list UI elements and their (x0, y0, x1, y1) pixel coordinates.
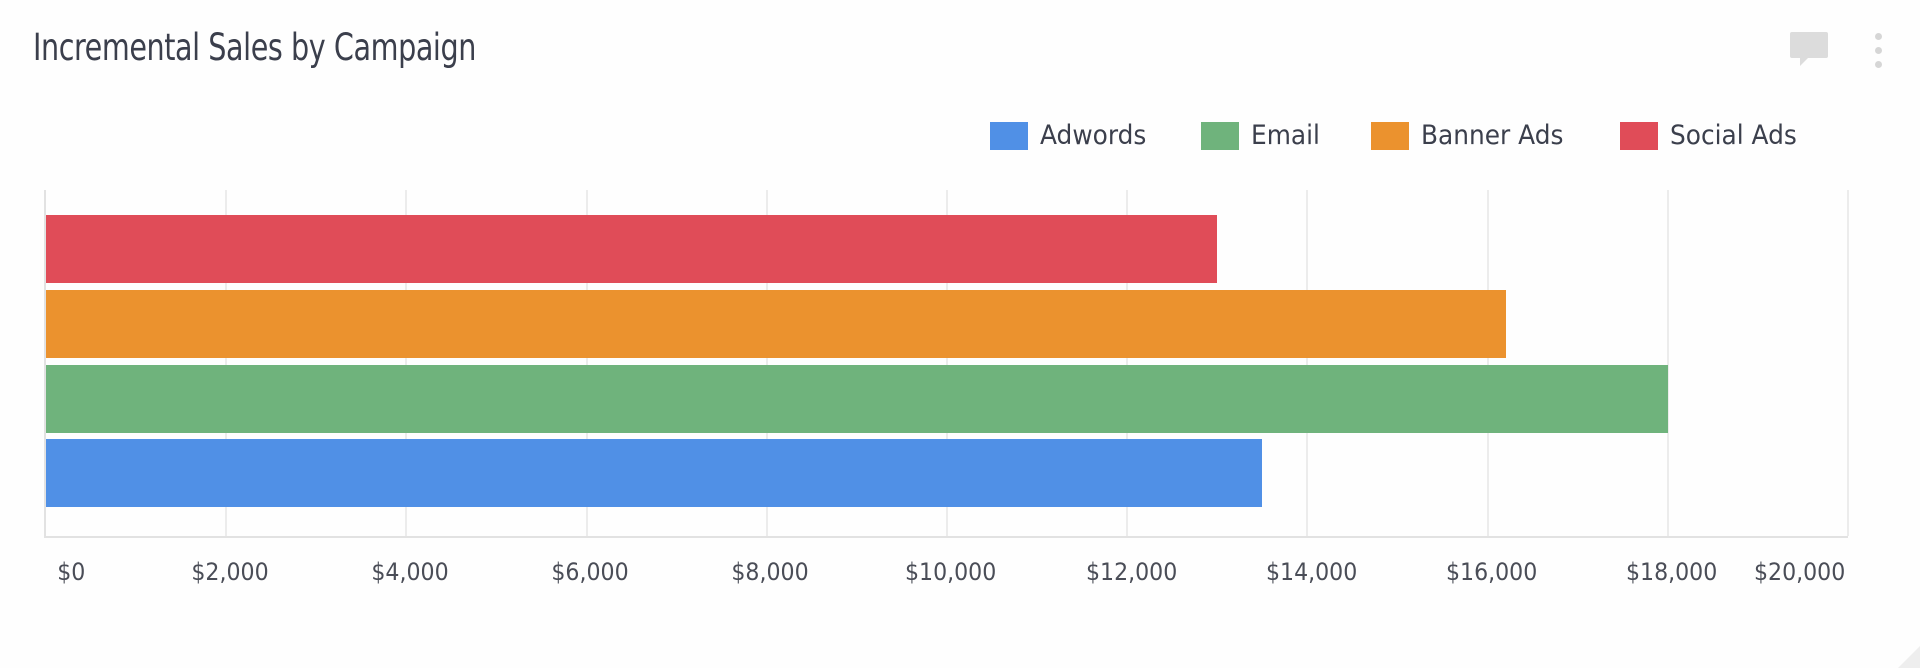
chart-title: Incremental Sales by Campaign (33, 26, 476, 69)
legend-swatch (990, 121, 1028, 150)
x-axis-line (44, 536, 1848, 538)
x-tick-label: $0 (57, 558, 86, 586)
legend-item-email[interactable]: Email (1200, 120, 1326, 151)
bar-social-ads[interactable] (46, 215, 1218, 283)
gridline (405, 190, 408, 536)
x-tick-label: $16,000 (1445, 558, 1538, 586)
legend-label: Adwords (1040, 120, 1147, 151)
bar-adwords[interactable] (46, 439, 1263, 507)
gridline (1666, 190, 1669, 536)
plot-area (44, 190, 1849, 538)
legend-label: Email (1250, 120, 1320, 151)
y-axis-line (44, 190, 46, 536)
bar-email[interactable] (46, 365, 1668, 433)
x-tick-label: $4,000 (371, 558, 449, 586)
gridline (1306, 190, 1309, 536)
gridline (946, 190, 948, 536)
gridline (765, 190, 768, 536)
legend-swatch (1200, 121, 1239, 150)
x-tick-label: $18,000 (1626, 558, 1718, 586)
x-tick-label: $20,000 (1753, 558, 1846, 586)
legend-item-social-ads[interactable]: Social Ads (1620, 120, 1808, 151)
x-tick-label: $10,000 (905, 558, 997, 586)
x-tick-label: $8,000 (731, 558, 809, 586)
legend-item-banner-ads[interactable]: Banner Ads (1370, 120, 1576, 151)
bar-banner-ads[interactable] (46, 290, 1506, 358)
gridline (585, 190, 588, 536)
legend-swatch (1620, 121, 1659, 150)
resize-handle[interactable] (1898, 646, 1920, 668)
gridline (225, 190, 228, 536)
comment-icon[interactable] (1790, 32, 1828, 66)
gridline (1126, 190, 1129, 536)
x-tick-label: $6,000 (551, 558, 629, 586)
gridline (1486, 190, 1489, 536)
legend-item-adwords[interactable]: Adwords (990, 120, 1156, 151)
chart-legend: Adwords Email Banner Ads Social Ads (990, 120, 1853, 151)
legend-label: Banner Ads (1420, 120, 1563, 151)
legend-label: Social Ads (1670, 120, 1798, 151)
legend-swatch (1370, 121, 1409, 150)
more-vert-icon[interactable] (1875, 33, 1883, 71)
gridline (1847, 190, 1849, 536)
x-tick-label: $2,000 (190, 558, 269, 586)
x-tick-label: $14,000 (1265, 558, 1358, 586)
x-tick-label: $12,000 (1085, 558, 1177, 586)
